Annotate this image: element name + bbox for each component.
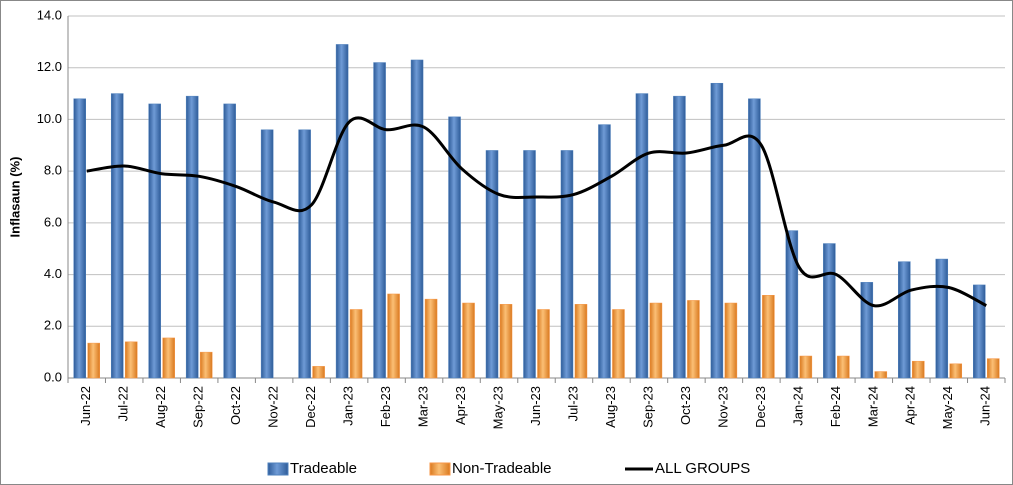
bar (424, 298, 438, 379)
bar (710, 82, 724, 379)
x-tick-label: Nov-22 (266, 386, 281, 428)
x-tick-label: Dec-23 (753, 386, 768, 428)
bar (748, 98, 761, 379)
x-tick-label: Jun-24 (978, 386, 993, 426)
x-tick-label: Jun-23 (528, 386, 543, 426)
bar (124, 341, 138, 379)
bar (373, 62, 386, 379)
x-tick-label: Aug-23 (603, 386, 618, 428)
bar (260, 129, 274, 379)
x-tick-label: Mar-24 (865, 386, 880, 427)
x-tick-label: Dec-22 (303, 386, 318, 428)
x-tick-label: Jan-23 (341, 386, 356, 426)
x-tick-label: Apr-24 (903, 386, 918, 425)
bar (410, 59, 424, 379)
legend-swatch (267, 462, 289, 476)
bar (598, 124, 611, 379)
legend-label: Non-Tradeable (452, 460, 552, 477)
bar (387, 293, 400, 379)
x-tick-label: Mar-23 (415, 386, 430, 427)
y-tick-label: 12.0 (37, 59, 62, 74)
x-tick-label: Aug-22 (153, 386, 168, 428)
bar (785, 230, 799, 379)
bar (349, 309, 363, 379)
x-tick-label: Nov-23 (715, 386, 730, 428)
bar (148, 103, 161, 379)
bar (673, 95, 686, 379)
y-tick-label: 0.0 (44, 369, 62, 384)
bar (523, 150, 536, 379)
x-tick-label: May-23 (490, 386, 505, 429)
x-tick-label: Jul-22 (116, 386, 131, 421)
x-tick-label: Apr-23 (453, 386, 468, 425)
x-tick-label: Oct-22 (228, 386, 243, 425)
bar (162, 337, 175, 379)
bar (649, 302, 663, 379)
bar (185, 95, 199, 379)
bar (499, 304, 513, 379)
bar (223, 103, 236, 379)
bar (823, 243, 836, 379)
bar (560, 150, 574, 379)
bar (687, 300, 700, 379)
y-axis-label: Inflasaun (%) (7, 157, 22, 238)
bar (485, 150, 499, 379)
x-tick-label: Sep-22 (191, 386, 206, 428)
x-tick-label: Jun-22 (78, 386, 93, 426)
bar (987, 358, 1000, 379)
bar (298, 129, 311, 379)
line (86, 116, 987, 308)
bar (312, 366, 325, 379)
legend-label: ALL GROUPS (655, 460, 750, 477)
y-tick-label: 4.0 (44, 266, 62, 281)
x-tick-label: Feb-23 (378, 386, 393, 427)
y-tick-label: 2.0 (44, 318, 62, 333)
legend-label: Tradeable (290, 460, 357, 477)
bar (762, 295, 775, 379)
legend-swatch (429, 462, 451, 476)
bar (73, 98, 86, 379)
bar (335, 44, 349, 379)
y-tick-label: 10.0 (37, 111, 62, 126)
bar (949, 363, 963, 379)
y-tick-label: 8.0 (44, 163, 62, 178)
y-tick-label: 6.0 (44, 214, 62, 229)
x-tick-label: Feb-24 (828, 386, 843, 427)
bar (199, 351, 213, 379)
x-tick-label: May-24 (940, 386, 955, 429)
bar (574, 304, 588, 379)
x-tick-label: Jul-23 (565, 386, 580, 421)
bar (448, 116, 461, 379)
x-tick-label: Sep-23 (640, 386, 655, 428)
y-tick-label: 14.0 (37, 7, 62, 22)
x-tick-label: Jan-24 (790, 386, 805, 426)
bar (935, 258, 949, 379)
bar (898, 261, 911, 379)
bar (612, 309, 625, 379)
bar (110, 93, 124, 379)
bar (860, 282, 874, 379)
bar (799, 355, 813, 379)
bar (837, 355, 850, 379)
x-tick-label: Oct-23 (678, 386, 693, 425)
bar (537, 309, 550, 379)
bar (724, 302, 738, 379)
bar (912, 360, 925, 379)
bar (87, 342, 100, 379)
bar (973, 284, 986, 379)
bar (462, 302, 475, 379)
bar (635, 93, 649, 379)
bar (874, 371, 888, 379)
